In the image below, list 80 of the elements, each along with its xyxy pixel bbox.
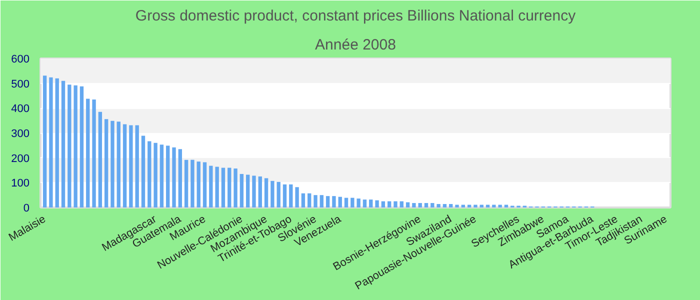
bar — [442, 204, 447, 208]
bar — [98, 112, 102, 208]
bar — [215, 166, 219, 208]
bar — [424, 203, 428, 208]
bar — [492, 204, 496, 208]
bar — [375, 200, 379, 208]
bar — [412, 203, 416, 208]
y-tick-label: 100 — [11, 178, 30, 190]
bar — [344, 198, 348, 208]
bar — [154, 142, 158, 208]
bar — [61, 80, 66, 208]
bar — [264, 178, 268, 208]
bar — [276, 182, 280, 208]
bar — [394, 201, 398, 208]
bar — [68, 84, 72, 208]
y-tick-label: 0 — [23, 202, 30, 214]
bar — [202, 162, 207, 208]
bar — [190, 160, 194, 208]
bar — [122, 124, 127, 208]
bar — [110, 120, 114, 208]
bar — [74, 85, 78, 208]
bar — [49, 77, 53, 208]
bar — [129, 125, 133, 208]
bar — [178, 149, 182, 208]
bar — [436, 204, 440, 208]
y-tick-label: 500 — [11, 78, 30, 90]
bar — [282, 184, 287, 208]
y-tick-label: 400 — [11, 103, 30, 116]
bar — [234, 168, 238, 208]
bar — [362, 200, 367, 208]
bar — [320, 195, 324, 208]
bar — [381, 201, 386, 208]
bar — [221, 168, 226, 208]
bar — [270, 180, 274, 208]
bar — [141, 136, 146, 208]
bar — [240, 174, 244, 208]
bar — [498, 204, 502, 208]
bar — [314, 195, 318, 208]
bar — [92, 99, 96, 208]
bar — [148, 141, 152, 208]
bar — [369, 200, 373, 208]
bar — [209, 166, 213, 208]
bar — [326, 196, 330, 208]
bar — [160, 144, 164, 208]
bar — [135, 125, 139, 208]
bar — [184, 160, 188, 208]
bar — [332, 196, 336, 208]
y-tick-label: 300 — [11, 128, 30, 140]
bar — [400, 201, 404, 208]
bar — [289, 184, 293, 208]
bar — [449, 204, 453, 208]
y-tick-label: 200 — [11, 152, 30, 165]
bar — [42, 76, 47, 208]
bar — [166, 146, 170, 208]
bar — [196, 162, 200, 208]
bar — [338, 196, 342, 208]
bar — [252, 176, 256, 208]
bar — [246, 174, 250, 208]
bar — [308, 193, 312, 208]
chart-subtitle: Année 2008 — [315, 36, 396, 54]
bar — [474, 204, 478, 208]
bar — [301, 193, 306, 208]
bar — [104, 119, 108, 208]
bar — [350, 198, 354, 208]
bar — [172, 147, 176, 208]
bar — [295, 187, 299, 208]
chart-title: Gross domestic product, constant prices Billions National currency — [135, 8, 576, 24]
bar — [356, 198, 360, 208]
bar — [258, 176, 262, 208]
bar — [116, 122, 120, 208]
bar — [86, 98, 90, 208]
bar — [418, 203, 422, 208]
bar — [55, 78, 59, 208]
bar — [228, 168, 232, 208]
bar — [406, 202, 410, 208]
bar — [80, 86, 84, 208]
bar — [430, 203, 434, 208]
bar — [455, 204, 459, 208]
bar — [387, 201, 392, 208]
y-tick-label: 600 — [11, 54, 30, 66]
